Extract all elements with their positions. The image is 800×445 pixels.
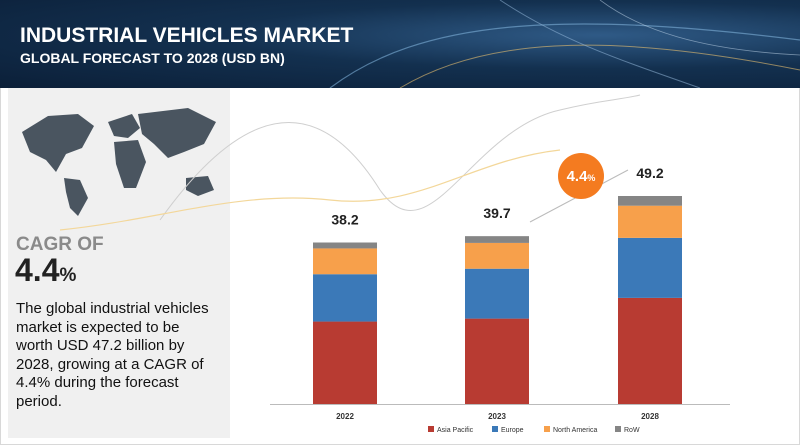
cagr-unit: % [59, 265, 77, 286]
x-tick-label: 2022 [336, 412, 354, 421]
legend-label: North America [553, 427, 597, 434]
legend-label: RoW [624, 427, 640, 434]
text-line: The global industrial vehicles [16, 300, 209, 317]
total-label: 49.2 [636, 165, 663, 181]
bar-segment [618, 196, 682, 206]
bar-segment [313, 274, 377, 322]
legend-label: Europe [501, 427, 524, 434]
cagr-number: 4.4 [15, 252, 60, 288]
cagr-value: 4.4% [15, 252, 76, 289]
legend-swatch [492, 426, 498, 432]
x-tick-label: 2023 [488, 412, 506, 421]
cagr-label: CAGR OF [16, 234, 104, 255]
cagr-badge-unit: % [587, 173, 595, 183]
header-streaks [329, 0, 800, 88]
legend-swatch [615, 426, 621, 432]
text-line: 2028, growing at a CAGR of [16, 355, 204, 373]
bar-segment [465, 268, 529, 319]
legend-swatch [428, 426, 434, 432]
legend-label: Asia Pacific [437, 427, 474, 434]
text-line: worth USD 47.2 billion by [16, 337, 185, 354]
text-line: market is expected to be [16, 318, 180, 336]
bar-segment [313, 321, 377, 404]
bar-segment [313, 248, 377, 275]
total-label: 39.7 [483, 205, 510, 221]
cagr-badge [558, 153, 604, 199]
total-label: 38.2 [331, 212, 358, 228]
header: INDUSTRIAL VEHICLES MARKET GLOBAL FORECA… [0, 0, 800, 88]
legend-swatch [544, 426, 550, 432]
bar-segment [618, 297, 682, 404]
text-line: 4.4% during the forecast [16, 374, 179, 391]
world-map [22, 108, 216, 216]
subtitle: GLOBAL FORECAST TO 2028 (USD BN) [20, 50, 285, 66]
bar-segment [618, 205, 682, 238]
cagr-badge-text: 4.4% [567, 168, 596, 185]
x-tick-label: 2028 [641, 412, 659, 421]
summary-text: The global industrial vehicles market is … [16, 300, 209, 411]
bar-segment [313, 242, 377, 249]
bar-segment [465, 236, 529, 243]
title: INDUSTRIAL VEHICLES MARKET [20, 24, 354, 47]
text-line: period. [16, 392, 62, 410]
bar-segment [465, 318, 529, 404]
bar-segment [465, 242, 529, 269]
left-panel [8, 88, 230, 438]
bar-segment [618, 237, 682, 298]
cagr-badge-value: 4.4 [567, 168, 589, 185]
